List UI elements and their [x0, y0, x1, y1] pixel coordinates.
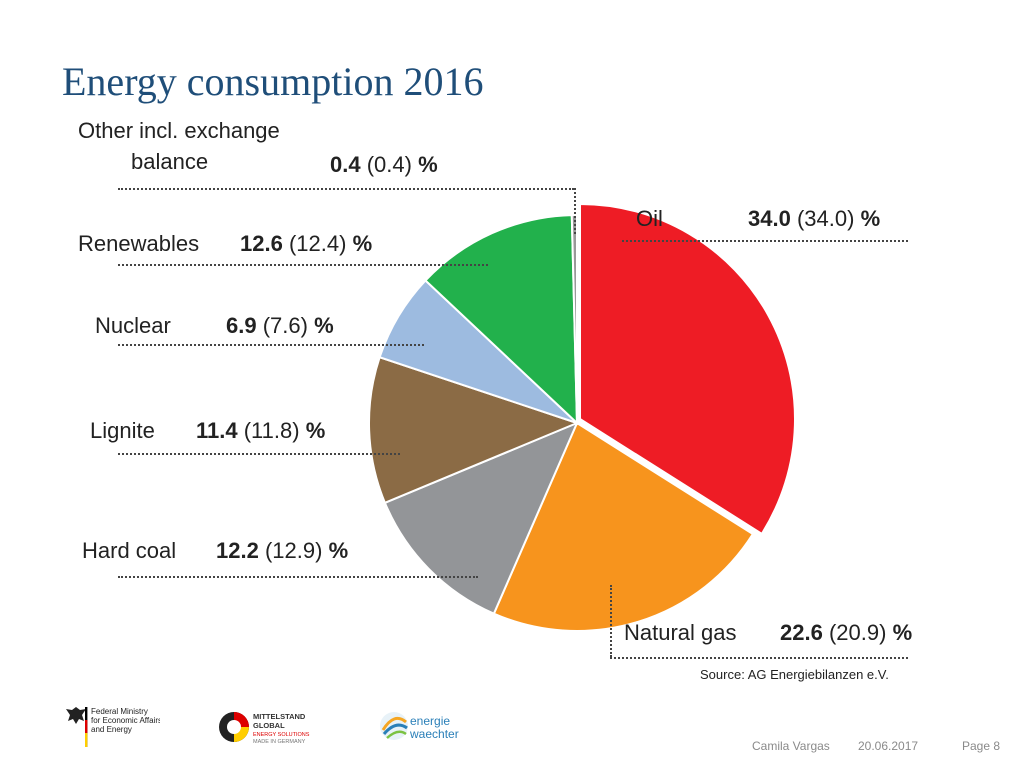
leader-renewables: [118, 264, 488, 266]
footer-author: Camila Vargas: [752, 739, 830, 753]
label-renewables-value: 12.6 (12.4) %: [240, 231, 373, 256]
leader-oil: [622, 240, 908, 242]
label-renewables-name: Renewables: [78, 231, 200, 256]
energie-logo-line2: waechter: [409, 727, 459, 741]
mittelstand-global-logo: MITTELSTAND GLOBAL ENERGY SOLUTIONS MADE…: [219, 712, 310, 745]
leader-other-vertical: [574, 188, 576, 234]
label-lignite-name: Lignite: [90, 418, 155, 443]
pie-chart: [368, 202, 796, 632]
ministry-logo-line1: Federal Ministry: [91, 707, 148, 716]
slide-title: Energy consumption 2016: [62, 59, 484, 104]
pie-slice-lignite: [368, 355, 580, 505]
label-nuclear-name: Nuclear: [95, 313, 171, 338]
label-gas-value: 22.6 (20.9) %: [780, 620, 913, 645]
label-other-name-line1: Other incl. exchange: [78, 118, 280, 143]
label-hardcoal-name: Hard coal: [82, 538, 177, 563]
eagle-icon: [66, 707, 86, 724]
label-nuclear-value: 6.9 (7.6) %: [226, 313, 334, 338]
source-note: Source: AG Energiebilanzen e.V.: [700, 667, 889, 682]
energie-swirl-icon: [380, 712, 408, 740]
mittelstand-logo-line4: MADE IN GERMANY: [253, 739, 306, 745]
label-other-name-line2: balance: [131, 149, 209, 174]
leader-lignite: [118, 453, 400, 455]
label-lignite-value: 11.4 (11.8) %: [196, 418, 326, 443]
footer-date: 20.06.2017: [858, 739, 919, 753]
label-oil-value: 34.0 (34.0) %: [748, 206, 881, 231]
label-oil-name: Oil: [636, 206, 663, 231]
leader-gas: [610, 657, 908, 659]
ministry-logo-line3: and Energy: [91, 725, 132, 734]
mittelstand-logo-line1: MITTELSTAND: [253, 712, 306, 721]
mittelstand-logo-line3: ENERGY SOLUTIONS: [253, 732, 310, 738]
label-gas-name: Natural gas: [624, 620, 737, 645]
pie-slice-oil: [579, 202, 796, 536]
pie-slice-hard: [383, 421, 579, 615]
footer-page-number: Page 8: [962, 739, 1001, 753]
ministry-logo-line2: for Economic Affairs: [91, 716, 160, 725]
ministry-logo: Federal Ministry for Economic Affairs an…: [66, 707, 160, 747]
energie-waechter-logo: energie waechter: [380, 712, 459, 741]
label-other-value: 0.4 (0.4) %: [330, 152, 438, 177]
pie-slice-renewables: [424, 214, 579, 426]
leader-other: [118, 188, 574, 190]
leader-nuclear: [118, 344, 424, 346]
energie-logo-line1: energie: [410, 714, 450, 728]
leader-gas-vertical: [610, 585, 612, 657]
label-hardcoal-value: 12.2 (12.9) %: [216, 538, 349, 563]
pie-slice-natural: [492, 421, 755, 632]
mittelstand-logo-line2: GLOBAL: [253, 721, 285, 730]
mittelstand-emblem-icon: [219, 712, 249, 742]
leader-hardcoal: [118, 576, 478, 578]
